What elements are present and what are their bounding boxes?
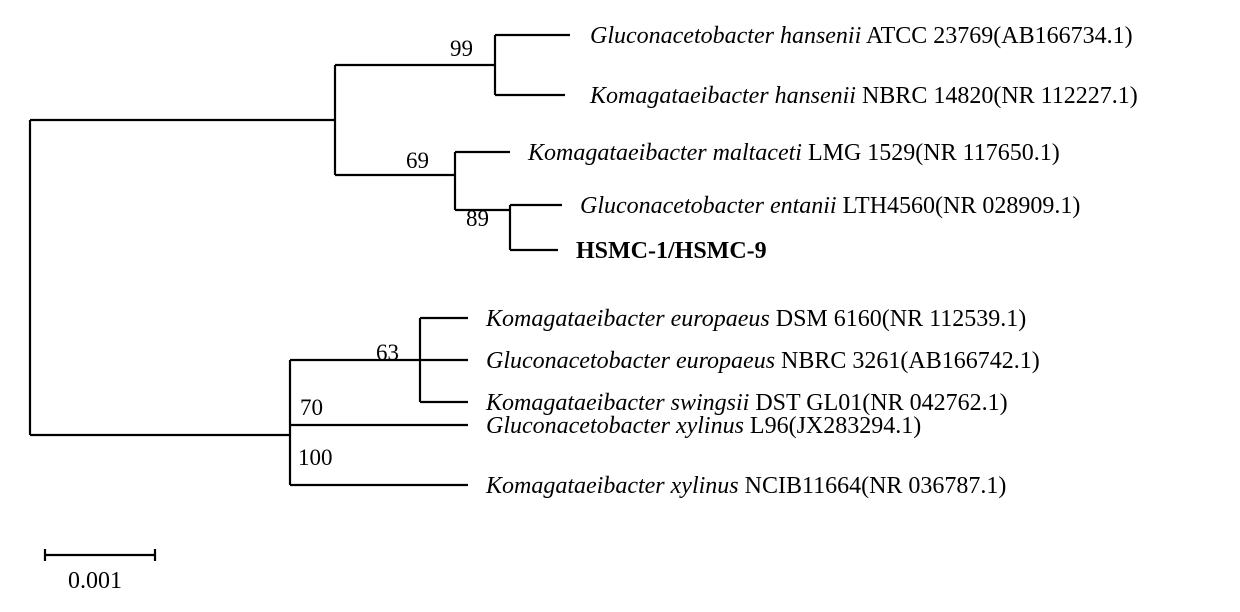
scale-bar-label: 0.001 xyxy=(68,568,122,594)
taxon-europaeus-dsm: Komagataeibacter europaeus DSM 6160(NR 1… xyxy=(485,306,1026,332)
taxon-xylinus-ncib: Komagataeibacter xylinus NCIB11664(NR 03… xyxy=(485,473,1006,499)
taxon-hansenii-atcc: Gluconacetobacter hansenii ATCC 23769(AB… xyxy=(590,23,1133,49)
bootstrap-69: 69 xyxy=(406,148,429,173)
taxon-query: HSMC-1/HSMC-9 xyxy=(576,238,767,264)
taxon-entanii: Gluconacetobacter entanii LTH4560(NR 028… xyxy=(580,193,1080,219)
phylogenetic-tree: 99 69 89 63 70 100 Gluconacetobacter han… xyxy=(0,0,1240,612)
taxon-xylinus-l96: Gluconacetobacter xylinus L96(JX283294.1… xyxy=(486,413,921,439)
bootstrap-100: 100 xyxy=(298,445,333,470)
scale-bar: 0.001 xyxy=(45,549,155,594)
bootstrap-99: 99 xyxy=(450,36,473,61)
taxon-hansenii-nbrc: Komagataeibacter hansenii NBRC 14820(NR … xyxy=(589,83,1138,109)
bootstrap-70: 70 xyxy=(300,395,323,420)
taxon-europaeus-nbrc: Gluconacetobacter europaeus NBRC 3261(AB… xyxy=(486,348,1040,374)
bootstrap-63: 63 xyxy=(376,340,399,365)
bootstrap-89: 89 xyxy=(466,206,489,231)
taxon-maltaceti: Komagataeibacter maltaceti LMG 1529(NR 1… xyxy=(527,140,1060,166)
